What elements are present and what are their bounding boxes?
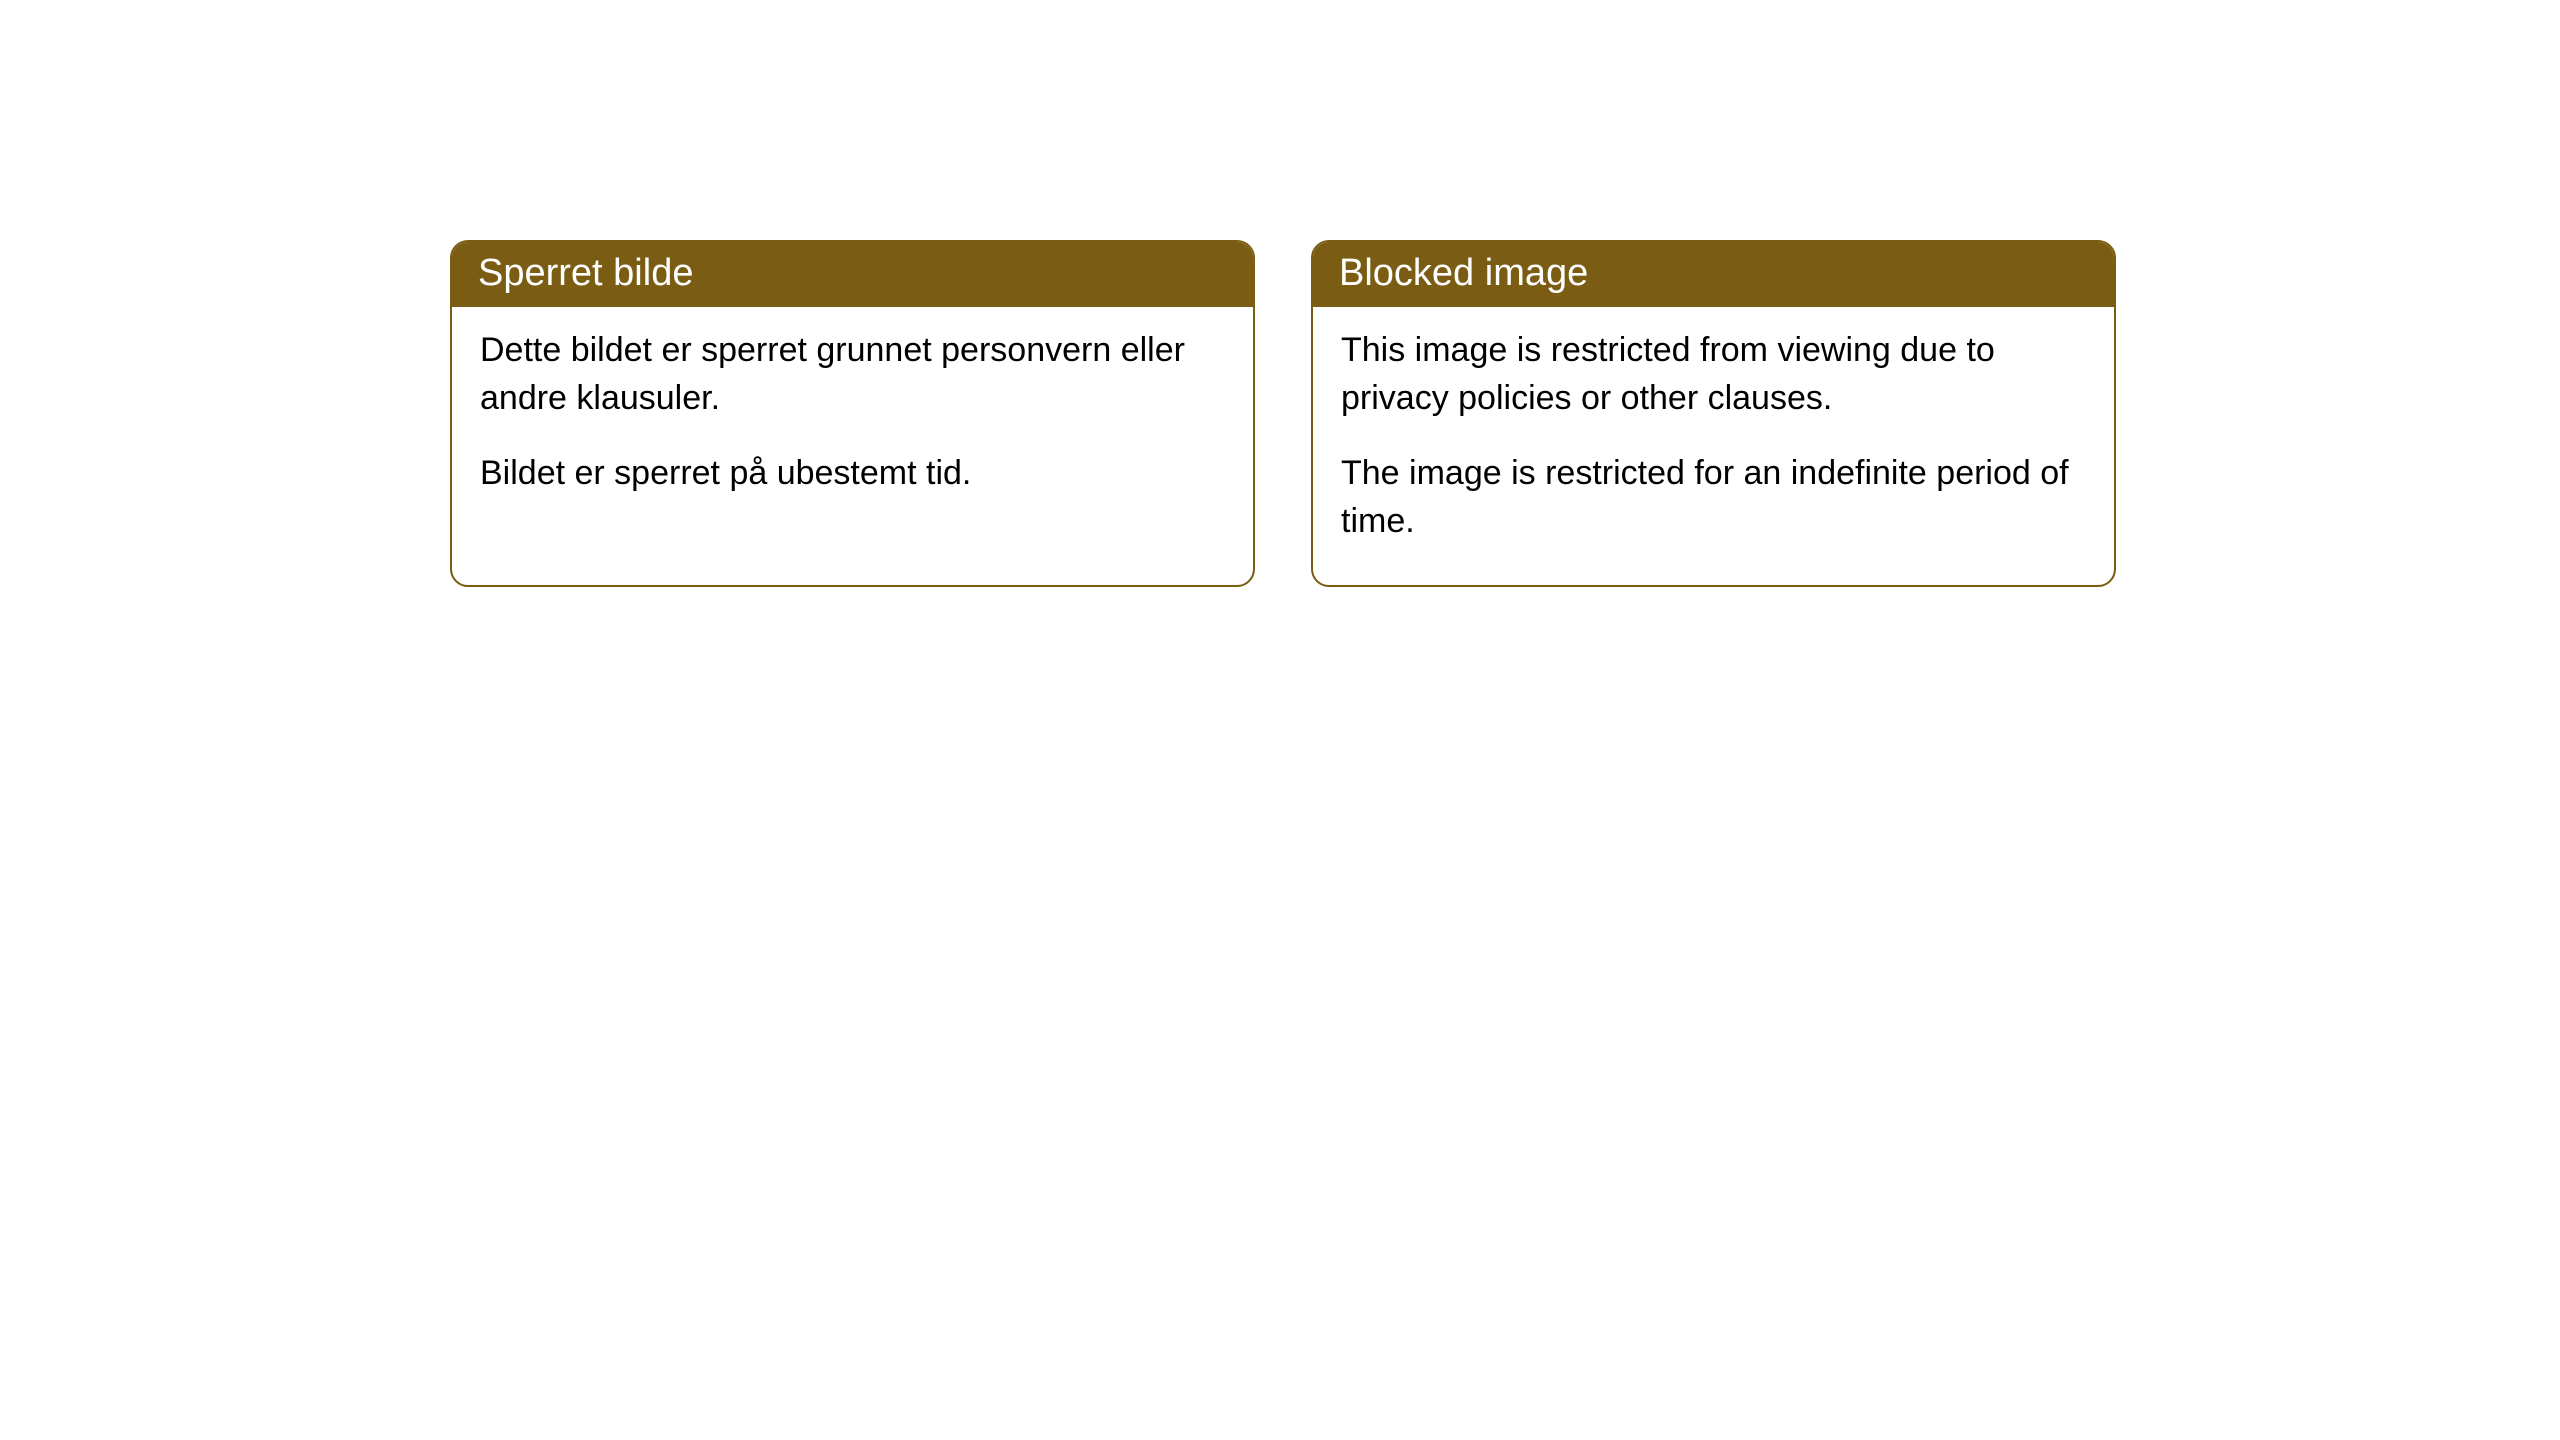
notice-card-norwegian: Sperret bilde Dette bildet er sperret gr… — [450, 240, 1255, 587]
card-paragraph: The image is restricted for an indefinit… — [1341, 450, 2086, 545]
card-body: Dette bildet er sperret grunnet personve… — [452, 307, 1253, 538]
card-title: Blocked image — [1339, 252, 1588, 294]
card-title: Sperret bilde — [478, 252, 693, 294]
card-header: Sperret bilde — [452, 242, 1253, 307]
card-paragraph: Dette bildet er sperret grunnet personve… — [480, 327, 1225, 422]
card-header: Blocked image — [1313, 242, 2114, 307]
card-body: This image is restricted from viewing du… — [1313, 307, 2114, 585]
card-paragraph: Bildet er sperret på ubestemt tid. — [480, 450, 1225, 498]
notice-card-english: Blocked image This image is restricted f… — [1311, 240, 2116, 587]
card-paragraph: This image is restricted from viewing du… — [1341, 327, 2086, 422]
notice-container: Sperret bilde Dette bildet er sperret gr… — [0, 0, 2560, 587]
